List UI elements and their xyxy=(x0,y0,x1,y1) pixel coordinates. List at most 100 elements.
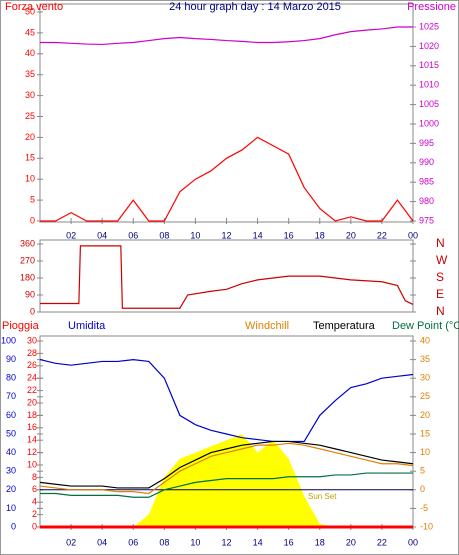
legend-entry: Dew Point (°C xyxy=(392,320,459,332)
sun-area xyxy=(40,434,413,527)
y-tick-label: 180 xyxy=(20,272,35,282)
y3-tick-label: 10 xyxy=(27,459,37,469)
legend-entry: Umidita xyxy=(68,320,106,332)
y-tick-label: 15 xyxy=(25,153,35,163)
y2-tick-label: -5 xyxy=(420,503,428,513)
series-line xyxy=(40,472,413,498)
y2-tick-label: 40 xyxy=(420,335,430,345)
chart-title: 24 hour graph day : 14 Marzo 2015 xyxy=(169,1,341,13)
y-tick-label: 90 xyxy=(25,289,35,299)
panel-frame xyxy=(39,239,414,313)
x-tick-label: 04 xyxy=(97,230,107,240)
x-tick-label: 22 xyxy=(377,230,387,240)
x-tick-label: 10 xyxy=(190,537,200,547)
y3-tick-label: 18 xyxy=(27,410,37,420)
y2-tick-label: E xyxy=(436,287,444,301)
y2-tick-label: 975 xyxy=(419,215,434,225)
y-tick-label: 0 xyxy=(11,521,16,531)
y2-tick-label: 985 xyxy=(419,177,434,187)
y-tick-label: 5 xyxy=(30,194,35,204)
y-tick-label: 100 xyxy=(1,335,16,345)
y3-tick-label: 30 xyxy=(27,335,37,345)
y2-tick-label: 35 xyxy=(420,354,430,364)
y-tick-label: 20 xyxy=(25,132,35,142)
legend-entry: Windchill xyxy=(245,320,289,332)
x-tick-label: 18 xyxy=(315,537,325,547)
x-tick-label: 06 xyxy=(128,537,138,547)
annotation: Sun Set xyxy=(308,492,337,501)
series-line xyxy=(40,245,414,309)
legend-entry: Pressione xyxy=(407,1,456,13)
y2-tick-label: 15 xyxy=(420,428,430,438)
y2-tick-label: 990 xyxy=(419,157,434,167)
y3-tick-label: 20 xyxy=(27,397,37,407)
y-tick-label: 45 xyxy=(25,27,35,37)
x-tick-label: 04 xyxy=(97,537,107,547)
y3-tick-label: 2 xyxy=(32,509,37,519)
x-tick-label: 06 xyxy=(128,230,138,240)
y3-tick-label: 14 xyxy=(27,435,37,445)
x-tick-label: 00 xyxy=(408,230,418,240)
y-tick-label: 50 xyxy=(25,6,35,16)
y2-tick-label: 10 xyxy=(420,447,430,457)
y2-tick-label: 1025 xyxy=(419,21,439,31)
y3-tick-label: 22 xyxy=(27,385,37,395)
y2-tick-label: N xyxy=(436,236,445,250)
x-tick-label: 14 xyxy=(253,537,263,547)
y-tick-label: 90 xyxy=(6,354,16,364)
x-tick-label: 20 xyxy=(346,230,356,240)
x-tick-label: 08 xyxy=(159,230,169,240)
y-tick-label: 25 xyxy=(25,111,35,121)
y2-tick-label: 1000 xyxy=(419,118,439,128)
y-tick-label: 80 xyxy=(6,373,16,383)
y3-tick-label: 8 xyxy=(32,472,37,482)
y3-tick-label: 24 xyxy=(27,373,37,383)
y2-tick-label: 30 xyxy=(420,373,430,383)
x-tick-label: 08 xyxy=(159,537,169,547)
x-tick-label: 02 xyxy=(66,537,76,547)
y3-tick-label: 0 xyxy=(32,521,37,531)
x-tick-label: 16 xyxy=(284,537,294,547)
y3-tick-label: 28 xyxy=(27,348,37,358)
y-tick-label: 70 xyxy=(6,391,16,401)
y-tick-label: 40 xyxy=(25,48,35,58)
y2-tick-label: 25 xyxy=(420,391,430,401)
y3-tick-label: 12 xyxy=(27,447,37,457)
legend-entry: Forza vento xyxy=(5,1,63,13)
y2-tick-label: S xyxy=(436,270,444,284)
y-tick-label: 35 xyxy=(25,69,35,79)
y-tick-label: 30 xyxy=(6,466,16,476)
series-line xyxy=(39,442,414,495)
y-tick-label: 50 xyxy=(6,428,16,438)
y2-tick-label: 1010 xyxy=(419,80,439,90)
y-tick-label: 360 xyxy=(20,238,35,248)
y-tick-label: 60 xyxy=(6,410,16,420)
y-tick-label: 40 xyxy=(6,447,16,457)
y2-tick-label: 5 xyxy=(420,466,425,476)
x-tick-label: 12 xyxy=(221,230,231,240)
y2-tick-label: 1015 xyxy=(419,60,439,70)
x-tick-label: 20 xyxy=(346,537,356,547)
x-tick-label: 02 xyxy=(66,230,76,240)
series-line xyxy=(40,136,414,222)
y2-tick-label: 1005 xyxy=(419,99,439,109)
y3-tick-label: 16 xyxy=(27,422,37,432)
x-tick-label: 14 xyxy=(253,230,263,240)
y-tick-label: 0 xyxy=(30,215,35,225)
y3-tick-label: 6 xyxy=(32,484,37,494)
y-tick-label: 10 xyxy=(25,174,35,184)
y2-tick-label: N xyxy=(436,304,445,318)
x-tick-label: 18 xyxy=(315,230,325,240)
y2-tick-label: 0 xyxy=(420,484,425,494)
y2-tick-label: 1020 xyxy=(419,41,439,51)
x-tick-label: 10 xyxy=(190,230,200,240)
y2-tick-label: -10 xyxy=(420,521,433,531)
y-tick-label: 20 xyxy=(6,484,16,494)
y2-tick-label: 20 xyxy=(420,410,430,420)
legend-entry: Pioggia xyxy=(2,320,40,332)
y-tick-label: 0 xyxy=(30,306,35,316)
x-tick-label: 00 xyxy=(408,537,418,547)
x-tick-label: 16 xyxy=(284,230,294,240)
series-line xyxy=(39,358,414,443)
